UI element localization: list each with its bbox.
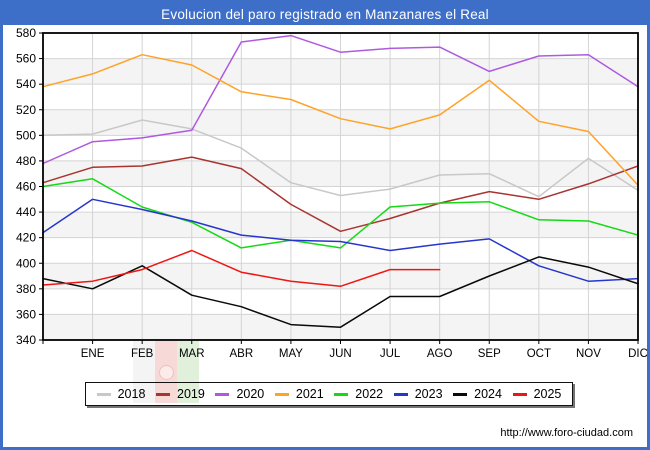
svg-text:420: 420 (16, 231, 36, 245)
svg-text:FEB: FEB (131, 348, 154, 360)
series-2024 (42, 256, 639, 328)
svg-text:JUN: JUN (329, 348, 351, 360)
x-axis-labels: ENE FEB MAR ABR MAY JUN JUL AGO SEP OCT NOV DIC (81, 348, 648, 360)
svg-text:540: 540 (16, 77, 36, 91)
legend-label-2019: 2019 (177, 387, 205, 401)
svg-text:520: 520 (16, 103, 36, 117)
svg-text:ENE: ENE (81, 348, 105, 360)
legend-dash-2021 (274, 392, 289, 396)
series-2025 (42, 249, 441, 288)
flag-band-green (177, 341, 199, 403)
svg-text:MAR: MAR (179, 348, 205, 360)
legend-label-2025: 2025 (533, 387, 562, 401)
flag-band-red (155, 341, 177, 403)
legend-item-2019: 2019 (156, 387, 205, 401)
chart-title-bar: Evolucion del paro registrado en Manzana… (3, 3, 647, 25)
legend-item-2020: 2020 (215, 387, 264, 401)
series-2022 (42, 178, 639, 249)
legend-item-2018: 2018 (96, 387, 146, 401)
flag-watermark (133, 341, 199, 403)
svg-text:OCT: OCT (527, 348, 551, 360)
legend-dash-2022 (334, 392, 349, 396)
foro-ciudad-link[interactable]: http://www.foro-ciudad.com (500, 427, 633, 439)
svg-text:DIC: DIC (628, 348, 648, 360)
svg-text:340: 340 (16, 333, 36, 347)
legend-dash-2024 (453, 392, 468, 396)
legend-dash-2025 (512, 392, 527, 396)
legend-label-2022: 2022 (355, 387, 384, 401)
legend-item-2021: 2021 (274, 387, 324, 401)
series-2019 (42, 156, 639, 233)
svg-text:SEP: SEP (478, 348, 501, 360)
svg-text:500: 500 (16, 128, 36, 142)
line-chart: 580 560 540 520 500 480 460 440 420 400 380 360 340 E… (16, 26, 648, 360)
legend-item-2023: 2023 (393, 387, 443, 401)
legend-label-2023: 2023 (414, 387, 443, 401)
legend-label-2021: 2021 (295, 387, 324, 401)
series-2020 (42, 34, 639, 165)
legend-dash-2019 (156, 392, 171, 396)
series-2018 (42, 119, 639, 198)
svg-text:580: 580 (16, 26, 36, 40)
svg-text:ABR: ABR (230, 348, 254, 360)
svg-text:460: 460 (16, 180, 36, 194)
series-2023 (42, 198, 639, 282)
svg-text:JUL: JUL (380, 348, 401, 360)
svg-text:NOV: NOV (576, 348, 601, 360)
svg-text:MAY: MAY (279, 348, 303, 360)
series-2021 (42, 53, 639, 186)
svg-text:560: 560 (16, 52, 36, 66)
legend-dash-2020 (215, 392, 230, 396)
legend-label-2024: 2024 (474, 387, 502, 401)
flag-emblem (159, 365, 174, 380)
legend-label-2018: 2018 (117, 387, 146, 401)
svg-text:400: 400 (16, 256, 36, 270)
legend-item-2022: 2022 (334, 387, 383, 401)
flag-band-gray (133, 341, 155, 403)
legend-item-2025: 2025 (512, 387, 562, 401)
svg-text:380: 380 (16, 282, 36, 296)
legend-label-2020: 2020 (236, 387, 265, 401)
svg-text:480: 480 (16, 154, 36, 168)
svg-text:AGO: AGO (427, 348, 453, 360)
y-axis-labels: 580 560 540 520 500 480 460 440 420 400 380 360 340 (16, 26, 36, 347)
legend-dash-2018 (96, 392, 111, 396)
svg-text:440: 440 (16, 205, 36, 219)
plot-border (42, 32, 639, 341)
svg-text:360: 360 (16, 307, 36, 321)
legend-dash-2023 (393, 392, 408, 396)
page-title: Evolucion del paro registrado en Manzana… (161, 6, 489, 22)
legend-item-2024: 2024 (453, 387, 502, 401)
chart-legend: 2018 2019 2020 2021 2022 2023 2024 2025 (85, 382, 573, 406)
